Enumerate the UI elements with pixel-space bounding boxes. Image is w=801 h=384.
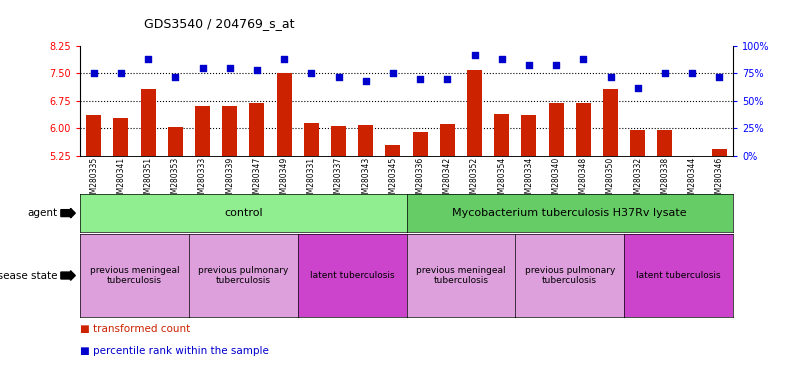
Bar [195,106,210,156]
Bar [87,116,101,156]
Text: GDS3540 / 204769_s_at: GDS3540 / 204769_s_at [144,17,295,30]
Bar [304,123,319,156]
Point [549,61,562,68]
Text: ■ percentile rank within the sample: ■ percentile rank within the sample [80,346,269,356]
Point [631,84,644,91]
Text: agent: agent [27,208,58,218]
Bar [249,103,264,156]
Text: latent tuberculosis: latent tuberculosis [636,271,721,280]
Point [196,65,209,71]
Bar [549,103,564,156]
Point [305,70,318,76]
Point [278,56,291,62]
Point [413,76,426,82]
Point [658,70,671,76]
Point [522,61,535,68]
Bar [141,89,155,156]
Point [251,67,264,73]
Point [332,74,345,80]
Point [495,56,508,62]
Point [686,70,698,76]
Bar [712,149,727,156]
Bar [576,103,591,156]
Point [223,65,236,71]
Bar [276,73,292,156]
Point [468,52,481,58]
Bar [630,130,645,156]
Point [577,56,590,62]
Point [169,74,182,80]
Bar [413,132,428,156]
Text: disease state: disease state [0,270,58,281]
Text: previous pulmonary
tuberculosis: previous pulmonary tuberculosis [198,266,288,285]
Bar [494,114,509,156]
Text: latent tuberculosis: latent tuberculosis [310,271,394,280]
Bar [358,125,373,156]
Bar [521,116,537,156]
Bar [603,89,618,156]
Bar [440,124,455,156]
Point [604,74,617,80]
Text: previous meningeal
tuberculosis: previous meningeal tuberculosis [416,266,505,285]
Bar [331,126,346,156]
Text: previous pulmonary
tuberculosis: previous pulmonary tuberculosis [525,266,615,285]
Point [713,74,726,80]
Bar [467,70,482,156]
Point [441,76,453,82]
Point [87,70,100,76]
Point [360,78,372,84]
Text: ■ transformed count: ■ transformed count [80,324,191,334]
Bar [168,127,183,156]
Point [142,56,155,62]
Text: previous meningeal
tuberculosis: previous meningeal tuberculosis [90,266,179,285]
Text: Mycobacterium tuberculosis H37Rv lysate: Mycobacterium tuberculosis H37Rv lysate [453,208,687,218]
Text: control: control [224,208,263,218]
Point [387,70,400,76]
Bar [114,118,128,156]
Bar [658,130,672,156]
Point [115,70,127,76]
Bar [385,145,400,156]
Bar [222,106,237,156]
